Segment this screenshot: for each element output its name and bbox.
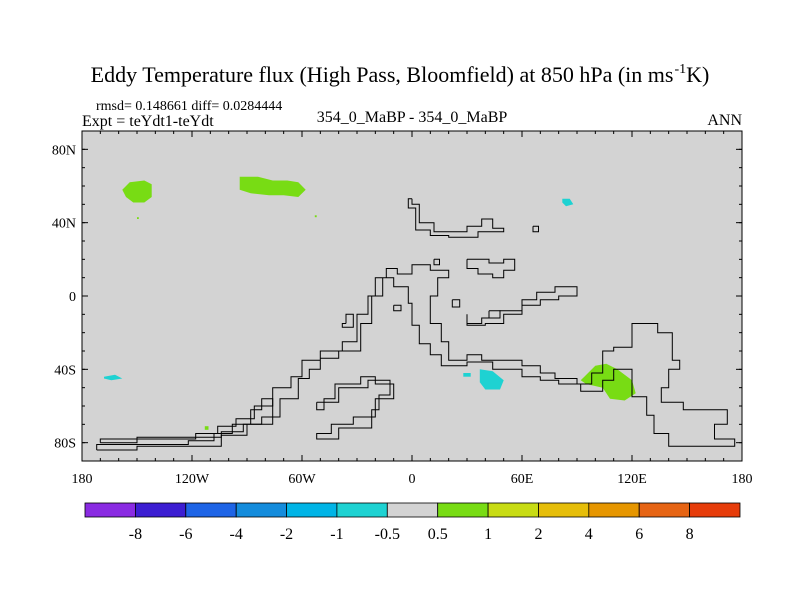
- continent-outline: [532, 225, 539, 233]
- colorbar-label: 4: [585, 526, 593, 543]
- colorbar-box: [235, 502, 287, 518]
- x-tick-label: 60W: [288, 472, 316, 487]
- map-panel: [81, 130, 743, 462]
- continent-outline: [488, 310, 501, 319]
- colorbar-label: -1: [330, 526, 343, 543]
- colorbar-box: [588, 502, 640, 518]
- colorbar-box: [437, 502, 489, 518]
- continent-outline: [407, 198, 505, 238]
- continent-outline: [316, 376, 395, 440]
- shaded-region: [204, 426, 209, 430]
- expt-label: Expt = teYdt1-teYdt: [82, 113, 214, 130]
- shaded-region: [562, 198, 574, 207]
- colorbar-box: [689, 502, 741, 518]
- colorbar-label: -6: [179, 526, 192, 543]
- continent-outline: [451, 299, 461, 308]
- shaded-region: [104, 374, 123, 381]
- chart-title-superscript: -1: [674, 62, 686, 77]
- continent-outline: [433, 258, 440, 266]
- continent-outline: [466, 258, 516, 279]
- chart-title: Eddy Temperature flux (High Pass, Bloomf…: [91, 62, 710, 87]
- continent-outline: [96, 398, 274, 451]
- shaded-region: [122, 180, 152, 203]
- stats-label: rmsd= 0.148661 diff= 0.0284444: [96, 99, 282, 114]
- colorbar-label: -0.5: [375, 526, 400, 543]
- colorbar-box: [336, 502, 388, 518]
- shaded-region: [239, 176, 306, 197]
- shaded-region: [137, 217, 139, 219]
- x-tick-label: 0: [409, 472, 416, 487]
- y-tick-label: 80N: [52, 143, 76, 158]
- y-tick-label: 0: [69, 290, 76, 305]
- x-tick-label: 180: [732, 472, 753, 487]
- colorbar-label: 0.5: [428, 526, 448, 543]
- chart-title-main: Eddy Temperature flux (High Pass, Bloomf…: [91, 62, 674, 87]
- x-tick-label: 180: [72, 472, 93, 487]
- colorbar-label: -2: [280, 526, 293, 543]
- shaded-region: [479, 369, 504, 390]
- colorbar-label: -4: [230, 526, 243, 543]
- colorbar-box: [84, 502, 136, 518]
- continent-outline: [341, 313, 354, 328]
- colorbar-box: [487, 502, 539, 518]
- continent-outline: [99, 264, 736, 447]
- shaded-region: [314, 215, 317, 218]
- y-tick-label: 40S: [54, 363, 76, 378]
- continent-outlines: [96, 198, 736, 451]
- season-label: ANN: [707, 112, 742, 129]
- colorbar-box: [538, 502, 590, 518]
- colorbar: -8 -6 -4 -2 -1 -0.5 0.5 1 2 4 6 8: [84, 502, 741, 543]
- colorbar-box: [638, 502, 691, 518]
- x-tick-label: 120E: [617, 472, 647, 487]
- colorbar-label: 6: [635, 526, 643, 543]
- chart-title-end: K): [686, 62, 709, 87]
- colorbar-box: [134, 502, 187, 518]
- colorbar-label: 8: [686, 526, 694, 543]
- shaded-region: [463, 373, 471, 377]
- colorbar-label: -8: [129, 526, 142, 543]
- colorbar-label: 2: [535, 526, 543, 543]
- plot-background: [82, 131, 742, 461]
- continent-outline: [393, 304, 402, 312]
- x-tick-label: 60E: [511, 472, 534, 487]
- case-label: 354_0_MaBP - 354_0_MaBP: [317, 109, 508, 126]
- colorbar-box: [185, 502, 237, 518]
- y-tick-label: 80S: [54, 437, 76, 452]
- axes: 180 120W 60W 0 60E 120E 180 80N 40N 0 40S 80S: [52, 130, 753, 487]
- colorbar-label: 1: [484, 526, 492, 543]
- colorbar-box: [386, 502, 439, 518]
- x-tick-label: 120W: [175, 472, 210, 487]
- colorbar-box: [286, 502, 338, 518]
- y-tick-label: 40N: [52, 217, 76, 232]
